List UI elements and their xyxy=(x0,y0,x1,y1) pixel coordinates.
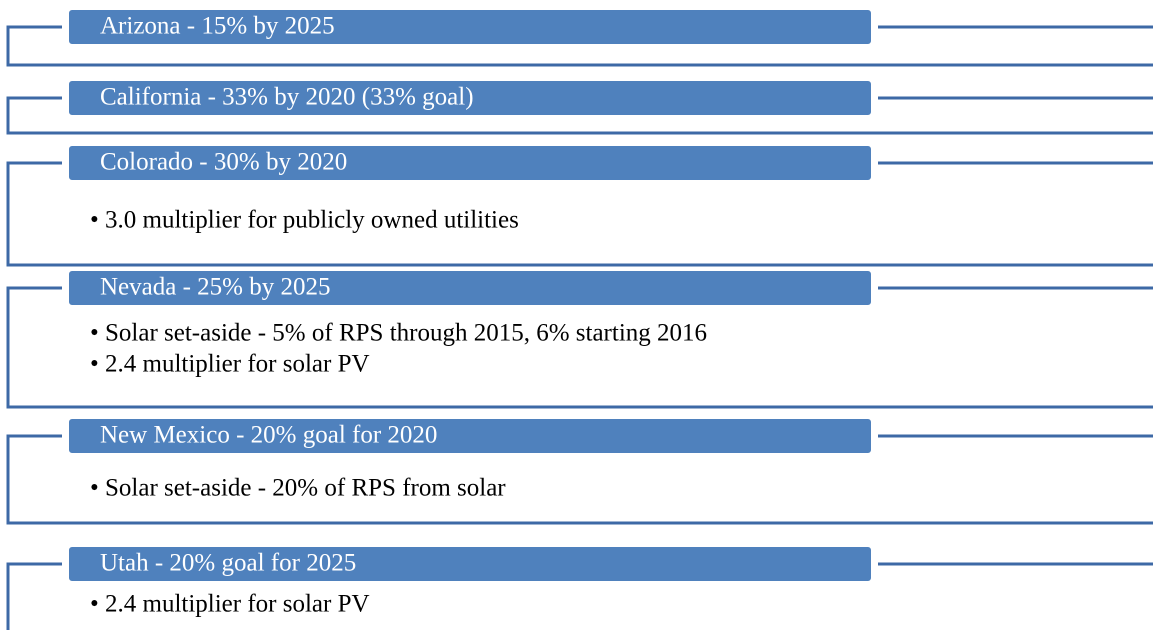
group-header xyxy=(67,545,873,583)
group-header xyxy=(67,144,873,182)
bullet-dot: • xyxy=(90,475,99,502)
group-frame xyxy=(6,25,1153,67)
group-header xyxy=(67,79,873,117)
bullet-dot: • xyxy=(90,320,99,347)
group-frame xyxy=(6,434,1153,525)
group-header xyxy=(67,417,873,455)
group-frame xyxy=(6,562,62,630)
bullet-text: Solar set-aside - 20% of RPS from solar xyxy=(105,475,506,502)
bullet-text: 3.0 multiplier for publicly owned utilit… xyxy=(105,207,519,234)
bullet-text: 2.4 multiplier for solar PV xyxy=(105,591,370,618)
bullet-text: Solar set-aside - 5% of RPS through 2015… xyxy=(105,320,707,347)
group-frame xyxy=(6,161,1153,267)
group-header xyxy=(67,8,873,46)
group-title: Colorado - 30% by 2020 xyxy=(100,149,347,176)
bullet-dot: • xyxy=(90,591,99,618)
group-title: Arizona - 15% by 2025 xyxy=(100,13,335,40)
group-header xyxy=(67,269,873,307)
group-title: Nevada - 25% by 2025 xyxy=(100,274,331,301)
group-frame xyxy=(6,96,1153,135)
group-title: New Mexico - 20% goal for 2020 xyxy=(100,422,437,449)
bullet-text: 2.4 multiplier for solar PV xyxy=(105,351,370,378)
group-title: California - 33% by 2020 (33% goal) xyxy=(100,84,474,111)
group-frame xyxy=(6,286,1153,409)
bullet-dot: • xyxy=(90,207,99,234)
bullet-dot: • xyxy=(90,351,99,378)
group-title: Utah - 20% goal for 2025 xyxy=(100,550,356,577)
